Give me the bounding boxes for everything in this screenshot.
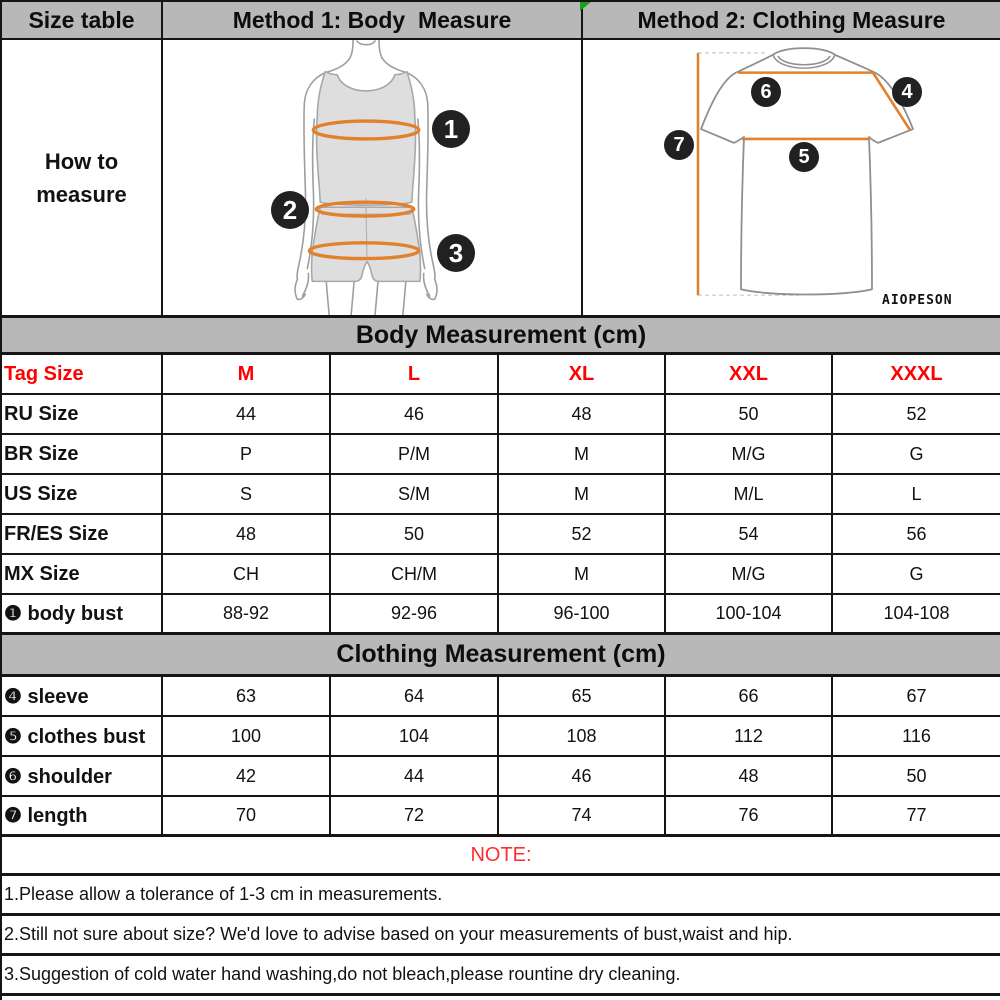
size-cell: 48	[163, 515, 331, 555]
row-label: FR/ES Size	[2, 515, 163, 555]
marker-4-sleeve: 4	[892, 77, 922, 107]
how-to-line2: measure	[36, 181, 127, 207]
marker-7-length: 7	[664, 130, 694, 160]
size-cell: 44	[331, 757, 499, 797]
note-title: NOTE:	[2, 837, 1000, 876]
clothing-measurement-table: ❹ sleeve 63 64 65 66 67 ❺ clothes bust 1…	[2, 677, 1000, 837]
row-label: RU Size	[2, 395, 163, 435]
size-cell: P	[163, 435, 331, 475]
size-col-header: L	[331, 355, 499, 395]
header-row: Size table Method 1: Body Measure Method…	[2, 2, 1000, 40]
how-to-measure-cell: How to measure	[2, 40, 163, 315]
size-cell: M	[499, 555, 666, 595]
size-cell: 48	[666, 757, 833, 797]
size-cell: CH/M	[331, 555, 499, 595]
size-cell: 54	[666, 515, 833, 555]
marker-5-clothes-bust: 5	[789, 142, 819, 172]
header-size-table: Size table	[2, 2, 163, 38]
brand-text: AIOPESON	[882, 293, 953, 308]
size-cell: 66	[666, 677, 833, 717]
size-cell: 108	[499, 717, 666, 757]
size-cell: CH	[163, 555, 331, 595]
size-cell: 50	[833, 757, 1000, 797]
header-method1: Method 1: Body Measure	[163, 2, 583, 38]
size-col-header: XL	[499, 355, 666, 395]
size-cell: 76	[666, 797, 833, 837]
size-cell: 74	[499, 797, 666, 837]
size-cell: 50	[331, 515, 499, 555]
illustration-row: How to measure	[2, 40, 1000, 318]
note-item-2: 2.Still not sure about size? We'd love t…	[2, 916, 1000, 956]
tshirt-figure-svg: AIOPESON	[696, 47, 953, 308]
note-item-1: 1.Please allow a tolerance of 1-3 cm in …	[2, 876, 1000, 916]
size-cell: 65	[499, 677, 666, 717]
row-label: US Size	[2, 475, 163, 515]
size-col-header: M	[163, 355, 331, 395]
row-label: BR Size	[2, 435, 163, 475]
size-cell: P/M	[331, 435, 499, 475]
body-section-title: Body Measurement (cm)	[2, 318, 1000, 355]
size-cell: L	[833, 475, 1000, 515]
size-cell: M	[499, 435, 666, 475]
size-cell: 100-104	[666, 595, 833, 635]
size-cell: 112	[666, 717, 833, 757]
size-cell: 42	[163, 757, 331, 797]
body-figure-svg	[294, 40, 438, 315]
size-cell: 52	[499, 515, 666, 555]
size-cell: 50	[666, 395, 833, 435]
note-item-3: 3.Suggestion of cold water hand washing,…	[2, 956, 1000, 996]
clothing-measure-illustration: AIOPESON 6 4 7 5	[583, 40, 1000, 315]
row-label: ❶ body bust	[2, 595, 163, 635]
size-cell: M/G	[666, 555, 833, 595]
size-cell: 96-100	[499, 595, 666, 635]
size-cell: 100	[163, 717, 331, 757]
clothing-section-title: Clothing Measurement (cm)	[2, 635, 1000, 677]
body-measure-illustration: 1 2 3	[163, 40, 583, 315]
marker-6-shoulder: 6	[751, 77, 781, 107]
size-cell: 116	[833, 717, 1000, 757]
size-cell: 72	[331, 797, 499, 837]
size-cell: 46	[331, 395, 499, 435]
size-cell: 52	[833, 395, 1000, 435]
size-cell: 48	[499, 395, 666, 435]
body-measurement-table: Tag Size M L XL XXL XXXL RU Size 44 46 4…	[2, 355, 1000, 635]
size-cell: 67	[833, 677, 1000, 717]
size-cell: 104	[331, 717, 499, 757]
row-label: MX Size	[2, 555, 163, 595]
size-cell: 70	[163, 797, 331, 837]
size-cell: G	[833, 435, 1000, 475]
row-label: ❼ length	[2, 797, 163, 837]
size-cell: 88-92	[163, 595, 331, 635]
size-col-header: XXXL	[833, 355, 1000, 395]
row-label: ❹ sleeve	[2, 677, 163, 717]
size-cell: G	[833, 555, 1000, 595]
size-col-header: XXL	[666, 355, 833, 395]
size-cell: 64	[331, 677, 499, 717]
size-cell: 44	[163, 395, 331, 435]
size-cell: M/L	[666, 475, 833, 515]
size-cell: S/M	[331, 475, 499, 515]
size-cell: 77	[833, 797, 1000, 837]
size-cell: M	[499, 475, 666, 515]
marker-2-waist: 2	[271, 191, 309, 229]
tag-size-label: Tag Size	[2, 355, 163, 395]
row-label: ❺ clothes bust	[2, 717, 163, 757]
size-cell: 104-108	[833, 595, 1000, 635]
size-cell: M/G	[666, 435, 833, 475]
size-cell: S	[163, 475, 331, 515]
how-to-line1: How to	[44, 148, 119, 174]
marker-1-body-bust: 1	[432, 110, 470, 148]
size-cell: 46	[499, 757, 666, 797]
size-cell: 92-96	[331, 595, 499, 635]
row-label: ❻ shoulder	[2, 757, 163, 797]
marker-3-hip: 3	[437, 234, 475, 272]
header-method2: Method 2: Clothing Measure	[637, 6, 946, 33]
green-corner-marker	[580, 2, 591, 11]
size-cell: 56	[833, 515, 1000, 555]
size-cell: 63	[163, 677, 331, 717]
